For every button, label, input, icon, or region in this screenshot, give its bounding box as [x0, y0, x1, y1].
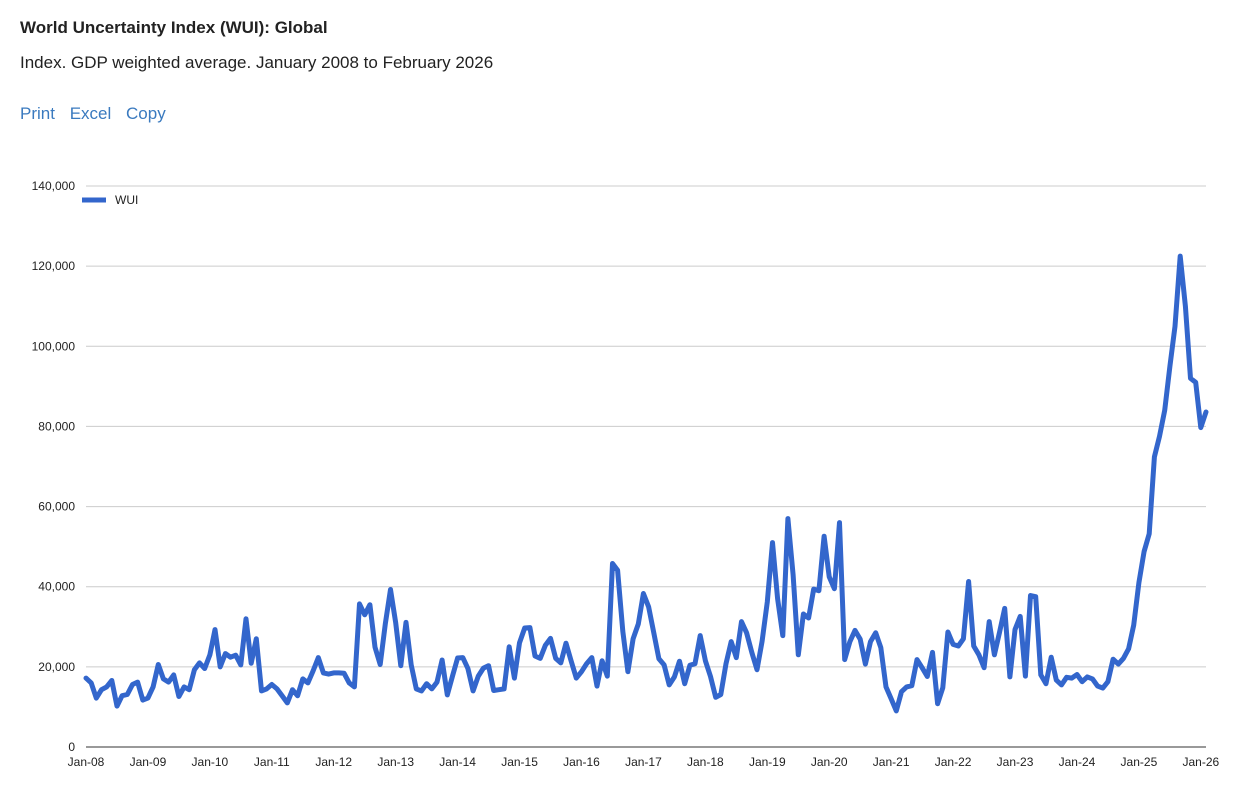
- x-tick-label: Jan-15: [501, 755, 538, 769]
- grid-lines: [86, 185, 1206, 748]
- y-tick-label: 120,000: [32, 259, 76, 273]
- x-tick-label: Jan-18: [687, 755, 724, 769]
- chart-title: World Uncertainty Index (WUI): Global: [20, 18, 328, 37]
- legend: WUI: [82, 193, 138, 207]
- export-links: Print Excel Copy: [20, 104, 176, 124]
- x-tick-label: Jan-26: [1182, 755, 1219, 769]
- y-tick-label: 100,000: [32, 339, 76, 353]
- y-tick-label: 140,000: [32, 179, 76, 193]
- y-tick-label: 80,000: [38, 419, 75, 433]
- x-tick-label: Jan-12: [315, 755, 352, 769]
- y-tick-label: 60,000: [38, 500, 75, 514]
- x-tick-label: Jan-20: [811, 755, 848, 769]
- y-tick-label: 20,000: [38, 660, 75, 674]
- x-tick-label: Jan-14: [439, 755, 476, 769]
- chart-subtitle: Index. GDP weighted average. January 200…: [20, 53, 494, 72]
- series-lines: [83, 253, 1209, 714]
- y-axis: 0 20,000 40,000 60,000 80,000 100,000 120,000 1…: [32, 179, 76, 754]
- x-tick-label: Jan-22: [935, 755, 972, 769]
- series-line-wui: [83, 253, 1209, 714]
- x-tick-label: Jan-13: [377, 755, 414, 769]
- x-tick-label: Jan-23: [997, 755, 1034, 769]
- y-tick-label: 0: [68, 740, 75, 754]
- x-tick-label: Jan-10: [192, 755, 229, 769]
- x-tick-label: Jan-11: [254, 755, 290, 769]
- print-link[interactable]: Print: [20, 104, 55, 123]
- x-axis: Jan-08 Jan-09 Jan-10 Jan-11 Jan-12 Jan-13 Jan-…: [68, 755, 1220, 769]
- x-tick-label: Jan-16: [563, 755, 600, 769]
- x-tick-label: Jan-08: [68, 755, 105, 769]
- copy-link[interactable]: Copy: [126, 104, 166, 123]
- x-tick-label: Jan-25: [1121, 755, 1158, 769]
- x-tick-label: Jan-19: [749, 755, 786, 769]
- x-tick-label: Jan-17: [625, 755, 662, 769]
- excel-link[interactable]: Excel: [69, 104, 112, 123]
- x-tick-label: Jan-21: [873, 755, 910, 769]
- x-tick-label: Jan-09: [130, 755, 167, 769]
- x-tick-label: Jan-24: [1059, 755, 1096, 769]
- legend-label: WUI: [115, 193, 138, 207]
- y-tick-label: 40,000: [38, 580, 75, 594]
